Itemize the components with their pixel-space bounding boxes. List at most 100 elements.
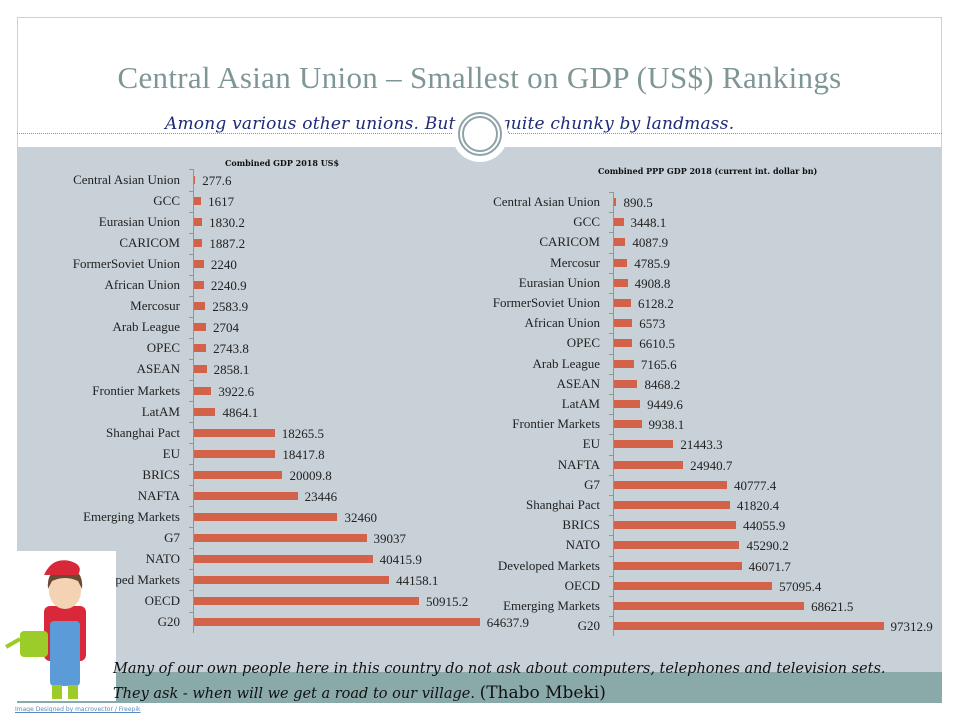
gdp-value-label: 2240	[210, 257, 237, 273]
gdp-value-label: 2858.1	[213, 362, 250, 378]
gdp-value-label: 1830.2	[209, 215, 245, 231]
gdp-category-label: OECD	[144, 593, 180, 608]
ppp-bar	[614, 622, 884, 631]
ppp-tick	[609, 555, 613, 557]
gdp-bar	[194, 575, 390, 584]
gdp-value-label: 2704	[212, 320, 239, 336]
ppp-tick	[609, 292, 613, 294]
gdp-bar	[194, 344, 207, 353]
ppp-value-label: 3448.1	[630, 215, 667, 231]
gdp-bar	[194, 533, 367, 542]
ppp-bar	[614, 258, 628, 267]
gdp-tick	[189, 316, 193, 318]
gdp-bar	[194, 302, 206, 311]
ppp-category-label: OECD	[564, 577, 600, 593]
ppp-category-label: Shanghai Pact	[525, 497, 600, 512]
ppp-tick	[609, 353, 613, 355]
ppp-value-label: 24940.7	[690, 457, 733, 473]
ppp-value-label: 6128.2	[637, 296, 674, 311]
ppp-category-label: Emerging Markets	[503, 598, 600, 613]
gdp-category-label: Arab League	[112, 319, 181, 335]
gdp-bar	[194, 512, 338, 521]
ppp-tick	[609, 454, 613, 456]
ppp-bar	[614, 359, 634, 368]
ppp-category-label: G7	[584, 476, 600, 492]
quote-band	[17, 672, 942, 703]
quote-line-2-text: They ask - when will we get a road to ou…	[113, 686, 475, 702]
ppp-tick	[609, 414, 613, 416]
gdp-tick	[189, 464, 193, 466]
gdp-value-label: 1617	[208, 194, 235, 210]
gdp-tick	[189, 422, 193, 424]
gdp-value-label: 32460	[344, 509, 377, 525]
gdp-category-label: G20	[157, 614, 180, 630]
gdp-tick	[189, 358, 193, 360]
gdp-bar	[194, 281, 204, 290]
gdp-category-label: Central Asian Union	[73, 172, 180, 187]
gdp-bar	[194, 491, 298, 500]
ppp-category-label: LatAM	[561, 396, 600, 411]
gdp-category-label: BRICS	[142, 466, 180, 482]
gdp-value-label: 20009.8	[289, 467, 332, 483]
ppp-bar	[614, 198, 617, 206]
ppp-value-label: 9938.1	[648, 417, 685, 433]
quote-line-1: Many of our own people here in this coun…	[113, 661, 886, 677]
ppp-tick	[609, 252, 613, 254]
gdp-category-label: CARICOM	[119, 235, 180, 251]
ppp-tick	[609, 616, 613, 618]
gdp-tick	[189, 379, 193, 381]
gdp-bar	[194, 239, 203, 248]
ppp-category-label: Eurasian Union	[518, 274, 600, 290]
gdp-bar	[194, 323, 206, 332]
gdp-bar	[194, 386, 212, 395]
gdp-tick	[189, 274, 193, 276]
ppp-tick	[609, 535, 613, 537]
ppp-tick	[609, 191, 613, 193]
ppp-value-label: 4908.8	[634, 275, 671, 291]
ppp-value-label: 4785.9	[634, 255, 670, 271]
ppp-bar	[614, 339, 633, 348]
ppp-bar	[614, 501, 730, 509]
gdp-category-label: Emerging Markets	[83, 508, 180, 524]
quote-line-2: They ask - when will we get a road to ou…	[113, 683, 606, 703]
ppp-value-label: 41820.4	[736, 498, 780, 513]
ppp-category-label: EU	[582, 436, 600, 452]
image-credit-link[interactable]: Image Designed by macrovector / Freepik	[15, 706, 141, 713]
gdp-value-label: 2743.8	[213, 341, 249, 357]
gdp-category-label: African Union	[104, 277, 180, 293]
gdp-category-label: NATO	[145, 550, 180, 566]
ppp-value-label: 97312.9	[890, 619, 933, 635]
gdp-tick	[189, 190, 193, 192]
ppp-value-label: 890.5	[623, 195, 653, 210]
ppp-bar	[614, 238, 626, 247]
ppp-category-label: Mercosur	[550, 254, 600, 270]
ppp-value-label: 6610.5	[639, 336, 676, 352]
ppp-category-label: NAFTA	[557, 456, 600, 472]
gdp-tick	[189, 211, 193, 213]
ppp-bar	[614, 440, 674, 449]
gdp-tick	[189, 337, 193, 339]
gdp-tick	[189, 485, 193, 487]
ppp-tick	[609, 232, 613, 234]
ppp-bar	[614, 521, 737, 530]
gdp-category-label: LatAM	[141, 403, 180, 419]
ppp-value-label: 57095.4	[779, 578, 822, 594]
ppp-value-label: 21443.3	[680, 437, 723, 453]
gdp-tick	[189, 611, 193, 613]
chart-title-ppp: Combined PPP GDP 2018 (current int. doll…	[598, 166, 818, 176]
ppp-value-label: 45290.2	[746, 538, 789, 554]
gdp-bar	[194, 618, 480, 627]
gdp-tick	[189, 443, 193, 445]
ppp-bar	[614, 319, 633, 328]
ppp-tick	[609, 474, 613, 476]
ppp-tick	[609, 515, 613, 517]
slide-title: Central Asian Union – Smallest on GDP (U…	[117, 60, 842, 95]
ppp-bar	[614, 420, 642, 429]
gdp-bar	[194, 428, 275, 437]
gdp-category-label: Mercosur	[130, 298, 180, 314]
gdp-category-label: Frontier Markets	[92, 382, 180, 398]
ppp-category-label: OPEC	[566, 335, 600, 351]
ppp-category-label: NATO	[565, 537, 600, 553]
ppp-tick	[609, 494, 613, 496]
gdp-bar	[194, 260, 204, 269]
